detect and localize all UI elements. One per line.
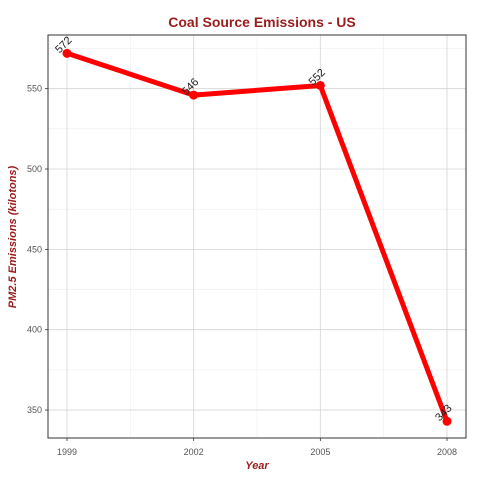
y-tick-label: 350 — [27, 405, 42, 415]
data-point — [62, 48, 72, 58]
series-coal-emissions — [62, 48, 452, 426]
y-axis-title: PM2.5 Emissions (kilotons) — [7, 165, 19, 308]
x-tick-label: 2002 — [184, 447, 204, 457]
series-line — [64, 50, 450, 424]
y-tick-label: 450 — [27, 244, 42, 254]
x-tick-label: 2005 — [310, 447, 330, 457]
data-point — [189, 90, 199, 100]
x-tick-label: 2008 — [437, 447, 457, 457]
data-point — [315, 80, 325, 90]
y-tick-label: 400 — [27, 325, 42, 335]
x-axis-title: Year — [245, 460, 269, 472]
chart-title: Coal Source Emissions - US — [168, 14, 356, 30]
plot-panel-border — [47, 34, 467, 439]
y-tick-label: 500 — [27, 164, 42, 174]
axis-ticks: 350 400 450 500 550 1999 2002 2005 2008 — [27, 84, 457, 457]
y-tick-label: 550 — [27, 84, 42, 94]
x-tick-label: 1999 — [57, 447, 77, 457]
data-point — [442, 416, 452, 426]
